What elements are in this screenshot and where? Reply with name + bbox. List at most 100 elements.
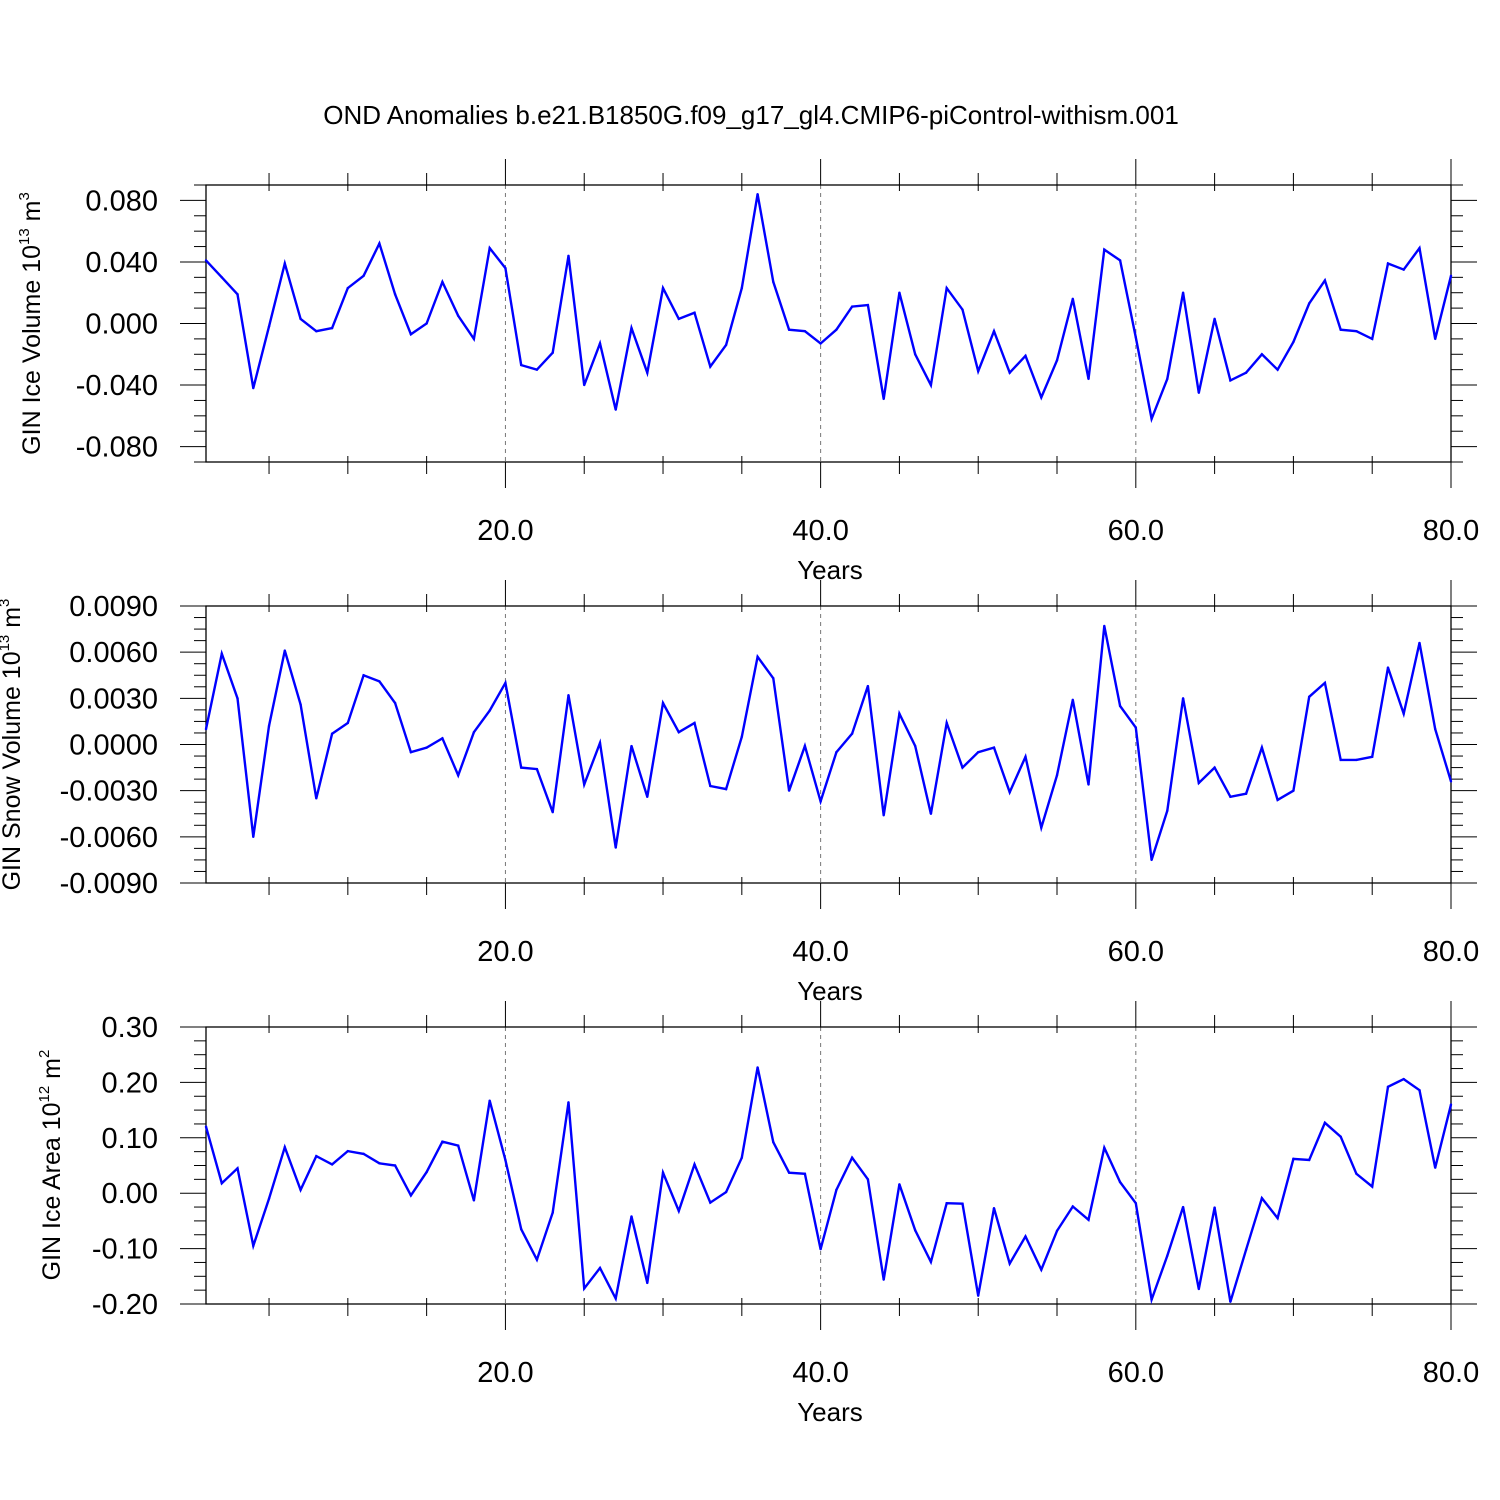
data-point bbox=[992, 1206, 996, 1210]
data-point bbox=[1292, 789, 1295, 792]
data-point bbox=[1040, 396, 1043, 399]
panel-1: 0.080 0.040 0.000 -0.040 -0.080 20.0 40.0 60.0 8… bbox=[16, 159, 1479, 585]
panels-group: 0.080 0.040 0.000 -0.040 -0.080 20.0 40.0 60.0 8… bbox=[0, 159, 1479, 1427]
data-point bbox=[1244, 792, 1248, 795]
data-point bbox=[1276, 1216, 1279, 1220]
data-point bbox=[299, 317, 302, 321]
data-point bbox=[220, 652, 223, 655]
data-point bbox=[709, 1201, 712, 1204]
data-point bbox=[1087, 783, 1090, 786]
data-point bbox=[1339, 1135, 1342, 1138]
data-point bbox=[1323, 681, 1327, 685]
data-point bbox=[913, 1229, 917, 1232]
y-tick-label: 0.0030 bbox=[69, 683, 158, 715]
data-point bbox=[1166, 1254, 1169, 1258]
y-tick-label: 0.30 bbox=[102, 1012, 158, 1044]
data-point bbox=[1055, 359, 1059, 362]
data-point bbox=[1229, 1300, 1232, 1303]
data-point bbox=[835, 1188, 838, 1192]
data-point bbox=[504, 681, 507, 685]
data-point bbox=[267, 325, 271, 328]
data-point bbox=[1386, 666, 1390, 669]
data-point bbox=[1386, 1085, 1390, 1089]
y-axis-label: GIN Ice Volume 1013 m3 bbox=[16, 192, 46, 455]
data-point bbox=[630, 326, 633, 330]
data-point bbox=[1339, 758, 1342, 762]
data-point bbox=[1418, 641, 1421, 645]
data-point bbox=[1024, 1235, 1027, 1238]
plot-frame bbox=[205, 184, 1452, 463]
y-tick-label: 0.0090 bbox=[69, 591, 158, 623]
x-axis-label: Years bbox=[797, 1397, 863, 1427]
data-point bbox=[267, 1197, 271, 1200]
data-point bbox=[803, 1172, 807, 1176]
data-point bbox=[772, 677, 775, 680]
data-point bbox=[929, 383, 933, 387]
data-point bbox=[677, 1209, 680, 1213]
data-point bbox=[1008, 371, 1011, 374]
y-axis-label-unit: m bbox=[38, 1058, 66, 1086]
data-point bbox=[1197, 781, 1201, 785]
data-point bbox=[850, 1156, 854, 1159]
data-point bbox=[1024, 354, 1027, 358]
y-tick-label: 0.000 bbox=[85, 309, 158, 341]
data-point bbox=[472, 730, 476, 734]
data-point bbox=[315, 797, 318, 800]
data-point bbox=[961, 766, 964, 769]
data-point bbox=[1181, 1205, 1185, 1209]
data-point bbox=[614, 1297, 617, 1300]
y-tick-label: -0.0060 bbox=[60, 822, 158, 854]
data-point bbox=[330, 732, 334, 735]
data-point bbox=[535, 368, 539, 371]
data-point bbox=[252, 1244, 255, 1248]
data-point bbox=[693, 1163, 696, 1166]
data-point bbox=[488, 709, 491, 712]
data-point bbox=[661, 1171, 665, 1174]
data-point bbox=[1323, 279, 1327, 282]
data-point bbox=[1355, 758, 1358, 762]
data-point bbox=[1181, 697, 1185, 700]
panel-2: 0.0090 0.0060 0.0030 0.0000 -0.0030 -0.0060 -0… bbox=[0, 580, 1479, 1006]
data-point bbox=[787, 1171, 791, 1174]
data-point bbox=[1118, 1180, 1122, 1184]
data-point bbox=[1118, 704, 1122, 708]
data-point bbox=[614, 846, 617, 849]
data-point bbox=[1229, 795, 1232, 799]
data-point bbox=[787, 328, 791, 331]
data-point bbox=[882, 397, 885, 401]
data-point bbox=[929, 812, 933, 815]
data-point bbox=[724, 343, 728, 347]
data-point bbox=[283, 262, 286, 265]
data-point bbox=[661, 701, 665, 705]
data-point bbox=[913, 353, 917, 356]
plot-frame bbox=[205, 605, 1452, 884]
data-point bbox=[1449, 274, 1453, 277]
data-point bbox=[567, 1101, 570, 1104]
data-point bbox=[1197, 1287, 1201, 1291]
data-point bbox=[598, 1266, 602, 1270]
data-point bbox=[1166, 377, 1169, 381]
x-tick-label: 80.0 bbox=[1423, 515, 1479, 547]
data-point bbox=[1087, 377, 1090, 381]
data-point bbox=[409, 1194, 413, 1197]
data-point bbox=[1103, 248, 1106, 251]
data-point bbox=[488, 1099, 491, 1102]
data-point bbox=[362, 1152, 365, 1156]
data-point bbox=[441, 737, 444, 740]
data-point bbox=[425, 322, 428, 325]
data-point bbox=[1371, 337, 1374, 341]
y-tick-label: -0.20 bbox=[92, 1289, 158, 1321]
data-point bbox=[1402, 268, 1405, 271]
data-point bbox=[1055, 1229, 1059, 1233]
data-point bbox=[1040, 826, 1043, 829]
data-point bbox=[598, 342, 602, 345]
data-point bbox=[456, 1144, 460, 1147]
y-axis-label-unit: m bbox=[0, 607, 26, 635]
x-tick-label: 20.0 bbox=[477, 936, 533, 968]
data-point bbox=[835, 750, 838, 754]
plot-frame bbox=[205, 1026, 1452, 1305]
chart-title: OND Anomalies b.e21.B1850G.f09_g17_gl4.C… bbox=[323, 100, 1179, 130]
data-point bbox=[1449, 780, 1453, 783]
data-point bbox=[535, 767, 539, 771]
data-point bbox=[1292, 1157, 1295, 1161]
